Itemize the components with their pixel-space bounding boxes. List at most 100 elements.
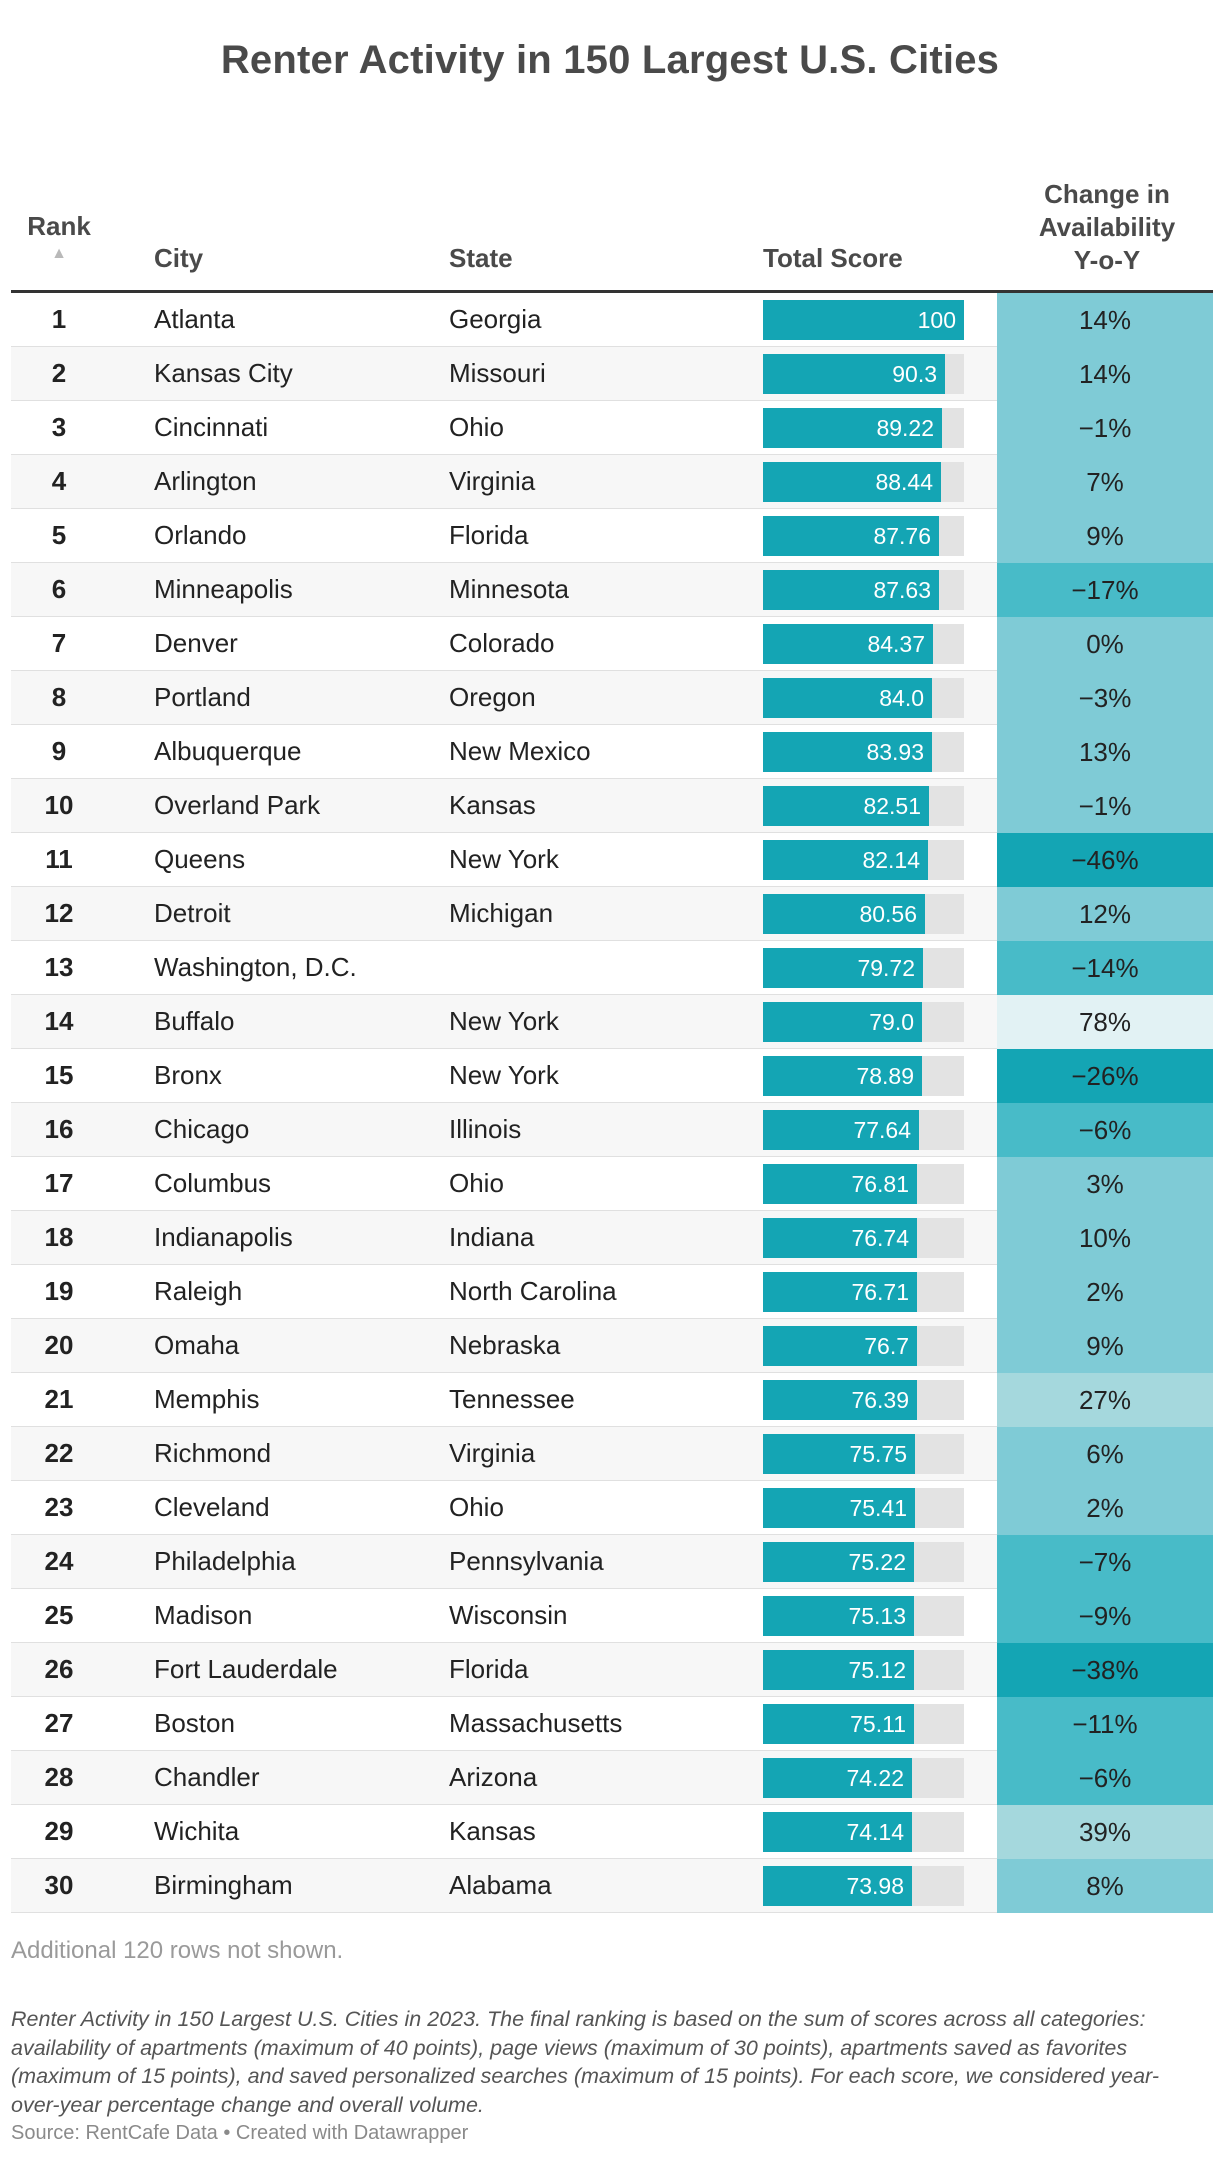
city-cell: Fort Lauderdale	[154, 1654, 338, 1684]
score-bar	[763, 516, 939, 556]
city-cell: Orlando	[154, 520, 247, 550]
city-cell: Chandler	[154, 1762, 260, 1792]
change-cell: −1%	[997, 401, 1213, 455]
state-cell: Florida	[449, 1654, 529, 1684]
rank-cell: 11	[45, 844, 73, 874]
change-cell: −1%	[997, 779, 1213, 833]
table-row: 27 Boston Massachusetts 75.11 −11%	[11, 1697, 1213, 1751]
city-cell: Minneapolis	[154, 574, 293, 604]
score-cell: 82.14	[763, 840, 964, 880]
city-cell: Richmond	[154, 1438, 272, 1468]
table-row: 29 Wichita Kansas 74.14 39%	[11, 1805, 1213, 1859]
change-cell: 14%	[997, 347, 1213, 401]
city-cell: Buffalo	[154, 1006, 235, 1036]
state-cell: New York	[449, 1006, 559, 1036]
state-cell: Florida	[449, 520, 529, 550]
score-cell: 87.76	[763, 516, 964, 556]
city-cell: Wichita	[154, 1816, 240, 1846]
score-bar	[763, 840, 928, 880]
change-cell: 27%	[997, 1373, 1213, 1427]
city-cell: Raleigh	[154, 1276, 243, 1306]
score-cell: 75.12	[763, 1650, 964, 1690]
table-row: 24 Philadelphia Pennsylvania 75.22 −7%	[11, 1535, 1213, 1589]
rank-cell: 29	[44, 1816, 74, 1846]
sort-ascending-icon[interactable]: ▲	[51, 245, 67, 262]
score-bar	[763, 1758, 912, 1798]
rank-cell: 27	[44, 1708, 74, 1738]
rank-cell: 28	[44, 1762, 74, 1792]
city-cell: Washington, D.C.	[154, 952, 357, 982]
score-bar	[763, 786, 929, 826]
table-row: 11 Queens New York 82.14 −46%	[11, 833, 1213, 887]
score-cell: 90.3	[763, 354, 964, 394]
rank-cell: 12	[44, 898, 74, 928]
city-cell: Columbus	[154, 1168, 272, 1198]
score-bar	[763, 462, 941, 502]
state-cell: Ohio	[449, 1492, 504, 1522]
header-rank[interactable]: Rank	[27, 211, 91, 241]
city-cell: Omaha	[154, 1330, 240, 1360]
change-cell: 0%	[997, 617, 1213, 671]
change-cell: −14%	[997, 941, 1213, 995]
table-row: 23 Cleveland Ohio 75.41 2%	[11, 1481, 1213, 1535]
rank-cell: 16	[44, 1114, 74, 1144]
score-cell: 75.75	[763, 1434, 964, 1474]
header-change-availability[interactable]: Change in Availability Y-o-Y	[1038, 179, 1176, 275]
change-cell: 12%	[997, 887, 1213, 941]
score-label: 75.75	[849, 1441, 907, 1467]
chart-title: Renter Activity in 150 Largest U.S. Citi…	[220, 38, 1000, 82]
table-body: 1 Atlanta Georgia 100 14% 2 Kansas City Missour…	[11, 293, 1213, 1913]
header-total-score[interactable]: Total Score	[763, 243, 903, 273]
score-bar	[763, 1380, 917, 1420]
table-row: 30 Birmingham Alabama 73.98 8%	[11, 1859, 1213, 1913]
city-cell: Kansas City	[154, 358, 293, 388]
score-bar	[763, 408, 942, 448]
score-cell: 82.51	[763, 786, 964, 826]
change-cell: 2%	[997, 1481, 1213, 1535]
change-cell: −38%	[997, 1643, 1213, 1697]
state-cell: Illinois	[449, 1114, 522, 1144]
score-label: 78.89	[856, 1063, 914, 1089]
score-label: 75.13	[848, 1603, 906, 1629]
score-label: 76.81	[851, 1171, 909, 1197]
city-cell: Cincinnati	[154, 412, 269, 442]
state-cell: Kansas	[449, 1816, 536, 1846]
table-row: 19 Raleigh North Carolina 76.71 2%	[11, 1265, 1213, 1319]
rank-cell: 5	[51, 520, 67, 550]
change-cell: 6%	[997, 1427, 1213, 1481]
score-bar	[763, 1596, 914, 1636]
score-cell: 73.98	[763, 1866, 964, 1906]
change-cell: 13%	[997, 725, 1213, 779]
rank-cell: 7	[51, 628, 67, 658]
header-state[interactable]: State	[449, 243, 513, 273]
score-bar	[763, 1812, 912, 1852]
score-label: 82.51	[863, 793, 921, 819]
state-cell: Michigan	[449, 898, 554, 928]
score-bar	[763, 1866, 912, 1906]
score-label: 75.12	[848, 1657, 906, 1683]
table-row: 22 Richmond Virginia 75.75 6%	[11, 1427, 1213, 1481]
city-cell: Denver	[154, 628, 238, 658]
score-cell: 88.44	[763, 462, 964, 502]
change-cell: 9%	[997, 509, 1213, 563]
score-bar	[763, 1326, 917, 1366]
chart-notes: Renter Activity in 150 Largest U.S. Citi…	[11, 2007, 1159, 2117]
state-cell: Virginia	[449, 466, 536, 496]
header-city[interactable]: City	[154, 243, 204, 273]
score-cell: 84.0	[763, 678, 964, 718]
city-cell: Birmingham	[154, 1870, 293, 1900]
score-cell: 75.41	[763, 1488, 964, 1528]
data-table: Rank ▲ City State Total Score Change in …	[11, 160, 1213, 1913]
state-cell: Ohio	[449, 412, 504, 442]
table-row: 18 Indianapolis Indiana 76.74 10%	[11, 1211, 1213, 1265]
state-cell: Virginia	[449, 1438, 536, 1468]
score-cell: 100	[763, 300, 964, 340]
score-bar	[763, 1218, 917, 1258]
state-cell: Wisconsin	[449, 1600, 568, 1630]
state-cell: Georgia	[449, 304, 542, 334]
state-cell: Kansas	[449, 790, 536, 820]
city-cell: Overland Park	[154, 790, 321, 820]
score-label: 100	[917, 307, 956, 333]
table-row: 25 Madison Wisconsin 75.13 −9%	[11, 1589, 1213, 1643]
score-bar	[763, 300, 964, 340]
